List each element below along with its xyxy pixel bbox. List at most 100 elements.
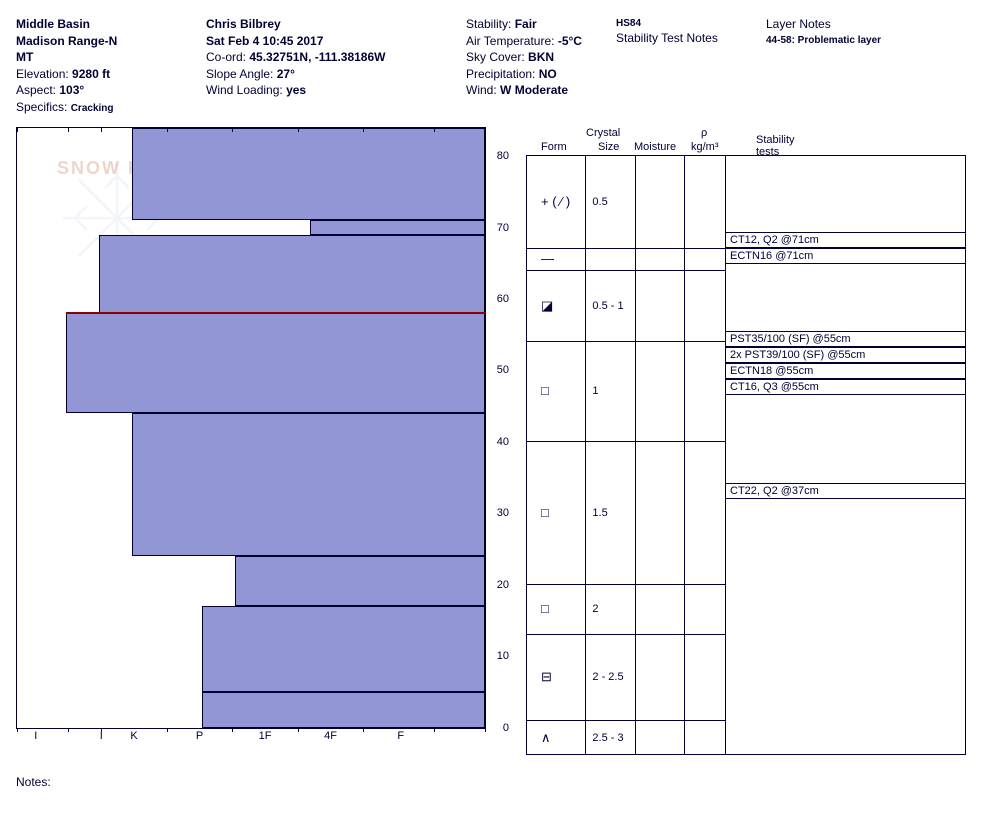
- hardness-bar: [99, 235, 485, 314]
- x-tick: 4F: [324, 730, 337, 742]
- wind-loading: Wind Loading: yes: [206, 83, 446, 99]
- crystal-size: 0.5: [592, 196, 607, 208]
- sky-cover: Sky Cover: BKN: [466, 50, 596, 66]
- x-tickmark: [434, 728, 435, 732]
- x-tick: I: [34, 730, 37, 742]
- notes-label: Notes:: [16, 775, 978, 789]
- layer-note-1: 44-58: Problematic layer: [766, 34, 896, 47]
- crystal-form: ◪: [541, 298, 553, 314]
- hardness-bar: [202, 692, 485, 728]
- y-tick: 20: [497, 579, 509, 591]
- stability-test: 2x PST39/100 (SF) @55cm: [726, 347, 965, 363]
- x-tickmark: [68, 728, 69, 732]
- coord: Co-ord: 45.32751N, -111.38186W: [206, 50, 446, 66]
- crystal-form: □: [541, 505, 549, 520]
- crystal-size: 1.5: [592, 507, 607, 519]
- hardness-bar: [235, 556, 485, 606]
- y-tick: 80: [497, 150, 509, 162]
- crystal-form: □: [541, 383, 549, 398]
- stability-test: CT16, Q3 @55cm: [726, 379, 965, 395]
- stability: Stability: Fair: [466, 17, 596, 33]
- header-location: Middle Basin Madison Range-N MT Elevatio…: [16, 16, 186, 117]
- hdr-size: Size: [598, 141, 619, 153]
- y-tick: 70: [497, 222, 509, 234]
- layer-row-separator: [527, 341, 725, 342]
- location-sub: Madison Range-N: [16, 34, 186, 50]
- crystal-size: 1: [592, 385, 598, 397]
- x-tickmark: [363, 728, 364, 732]
- stability-test: PST35/100 (SF) @55cm: [726, 331, 965, 347]
- x-tickmark: [101, 728, 102, 732]
- table-headers: Crystal Form Size Moisture ρ kg/m³ Stabi…: [526, 127, 726, 155]
- specifics: Specifics: Cracking: [16, 100, 186, 116]
- x-tick: F: [397, 730, 404, 742]
- crystal-form: □: [541, 601, 549, 616]
- hardness-bar: [132, 413, 485, 556]
- observer: Chris Bilbrey: [206, 17, 446, 33]
- y-tick: 0: [503, 722, 509, 734]
- layer-table-col: Crystal Form Size Moisture ρ kg/m³ Stabi…: [526, 127, 726, 755]
- crystal-size: 0.5 - 1: [592, 300, 623, 312]
- hardness-bar: [132, 128, 485, 221]
- x-tickmark: [232, 728, 233, 732]
- hdr-form: Form: [541, 141, 567, 153]
- chart-area: SNOW PILOT 01020304050607080IIKP1F4FF Cr…: [16, 127, 978, 755]
- wind: Wind: W Moderate: [466, 83, 596, 99]
- x-tickmark: [167, 728, 168, 732]
- header-layernotes: Layer Notes 44-58: Problematic layer: [766, 16, 896, 117]
- stability-test: ECTN16 @71cm: [726, 248, 965, 264]
- air-temp: Air Temperature: -5°C: [466, 34, 596, 50]
- hdr-rho-unit: kg/m³: [691, 141, 719, 153]
- slope: Slope Angle: 27°: [206, 67, 446, 83]
- layer-row-separator: [527, 634, 725, 635]
- datetime: Sat Feb 4 10:45 2017: [206, 34, 446, 50]
- layer-row-separator: [527, 584, 725, 585]
- x-tickmark: [101, 128, 102, 132]
- x-tickmark: [485, 128, 486, 132]
- x-tickmark: [232, 128, 233, 132]
- crystal-form: —: [541, 251, 554, 266]
- stability-test: CT22, Q2 @37cm: [726, 483, 965, 499]
- x-tick: 1F: [259, 730, 272, 742]
- crystal-form: ∧: [541, 730, 551, 746]
- y-tick: 60: [497, 293, 509, 305]
- crystal-form: + ( ∕ ): [541, 194, 570, 209]
- hardness-chart: SNOW PILOT 01020304050607080IIKP1F4FF: [16, 127, 486, 729]
- location-state: MT: [16, 50, 186, 66]
- col-form: + ( ∕ ) — ◪ □ □ □ ⊟ ∧: [527, 156, 586, 754]
- x-tickmark: [434, 128, 435, 132]
- y-tick: 30: [497, 507, 509, 519]
- x-tick: K: [130, 730, 137, 742]
- stability-test: CT12, Q2 @71cm: [726, 232, 965, 248]
- hardness-bar: [310, 220, 486, 234]
- layer-row-separator: [527, 441, 725, 442]
- hdr-crystal: Crystal: [586, 127, 620, 139]
- header-observer: Chris Bilbrey Sat Feb 4 10:45 2017 Co-or…: [206, 16, 446, 117]
- layer-row-separator: [527, 248, 725, 249]
- hdr-moisture: Moisture: [634, 141, 676, 153]
- elevation: Elevation: 9280 ft: [16, 67, 186, 83]
- problematic-layer-line: [66, 312, 485, 314]
- header-conditions: Stability: Fair Air Temperature: -5°C Sk…: [466, 16, 596, 117]
- col-size: 0.50.5 - 111.522 - 2.52.5 - 3: [586, 156, 636, 754]
- hdr-rho: ρ: [701, 127, 707, 139]
- hardness-bar: [202, 606, 485, 692]
- x-tickmark: [17, 728, 18, 732]
- x-tickmark: [17, 128, 18, 132]
- hs: HS84: [616, 17, 746, 30]
- stab-notes-label: Stability Test Notes: [616, 31, 746, 47]
- location-main: Middle Basin: [16, 17, 186, 33]
- crystal-form: ⊟: [541, 669, 552, 685]
- hardness-bar: [66, 313, 485, 413]
- y-tick: 40: [497, 436, 509, 448]
- layer-table: + ( ∕ )—◪□□□⊟∧ 0.50.5 - 111.522 - 2.52.5…: [526, 155, 726, 755]
- crystal-size: 2 - 2.5: [592, 671, 623, 683]
- stability-test: ECTN18 @55cm: [726, 363, 965, 379]
- x-tickmark: [68, 128, 69, 132]
- header-stabnotes: HS84 Stability Test Notes: [616, 16, 746, 117]
- crystal-size: 2.5 - 3: [592, 732, 623, 744]
- stability-tests-box: CT22, Q2 @37cm PST35/100 (SF) @55cm2x PST…: [726, 155, 966, 755]
- aspect: Aspect: 103°: [16, 83, 186, 99]
- y-tick: 50: [497, 364, 509, 376]
- x-tickmark: [167, 128, 168, 132]
